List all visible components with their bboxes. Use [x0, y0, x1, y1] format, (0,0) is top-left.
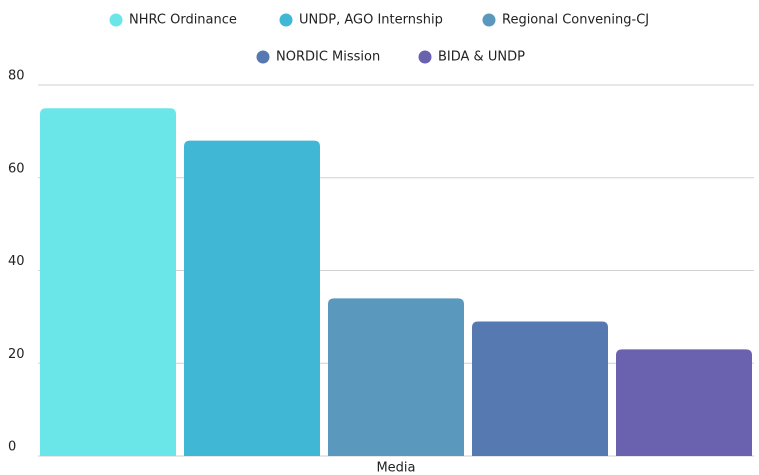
- legend-swatch: [109, 13, 123, 27]
- legend-label: NORDIC Mission: [276, 50, 380, 65]
- legend-label: Regional Convening-CJ: [502, 13, 649, 28]
- bar: [616, 349, 752, 456]
- y-tick-label: 80: [8, 69, 25, 84]
- y-tick-label: 20: [8, 347, 25, 362]
- legend-swatch: [482, 13, 496, 27]
- bar: [328, 298, 464, 456]
- bar: [472, 321, 608, 456]
- x-tick-label: Media: [376, 461, 415, 475]
- bar: [40, 108, 176, 456]
- legend-label: UNDP, AGO Internship: [299, 13, 443, 28]
- legend-label: BIDA & UNDP: [438, 50, 525, 65]
- legend-swatch: [256, 50, 270, 64]
- legend-swatch: [279, 13, 293, 27]
- y-tick-label: 0: [8, 440, 16, 455]
- y-tick-label: 60: [8, 161, 25, 176]
- legend-label: NHRC Ordinance: [129, 13, 237, 28]
- bar: [184, 140, 320, 456]
- legend-swatch: [418, 50, 432, 64]
- y-tick-label: 40: [8, 254, 25, 269]
